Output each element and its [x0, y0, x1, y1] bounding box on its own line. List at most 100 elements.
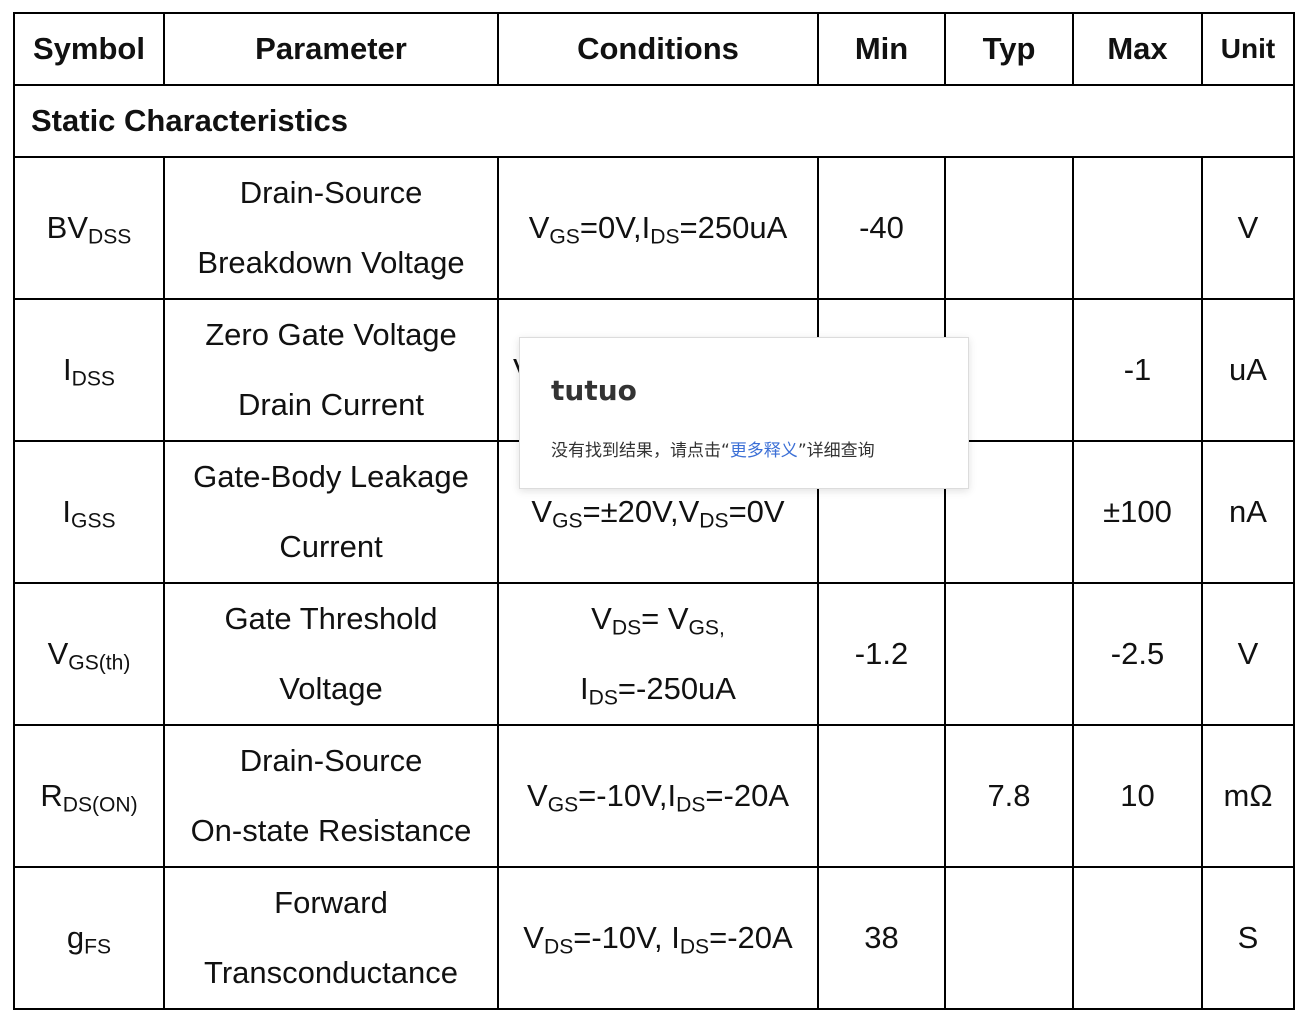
header-parameter: Parameter — [163, 12, 499, 86]
header-symbol: Symbol — [13, 12, 165, 86]
symbol-cell: gFS — [13, 866, 165, 1010]
table-row: VGS(th) Gate Threshold Voltage VDS= VGS, … — [13, 582, 1295, 726]
section-row: Static Characteristics — [13, 84, 1295, 158]
parameter-cell: Zero Gate Voltage Drain Current — [163, 298, 499, 442]
symbol-sub: DSS — [71, 367, 115, 391]
popup-word: tutuo — [551, 374, 637, 407]
cond-text: =-20A — [709, 920, 793, 955]
min-cell: -1.2 — [817, 582, 946, 726]
typ-cell — [944, 866, 1074, 1010]
max-cell: -2.5 — [1072, 582, 1203, 726]
symbol-sub: FS — [84, 935, 112, 959]
header-unit: Unit — [1201, 12, 1295, 86]
symbol-sub: DS(ON) — [62, 793, 138, 817]
max-cell — [1072, 156, 1203, 300]
cond-sub: GS — [549, 225, 580, 249]
typ-cell: 7.8 — [944, 724, 1074, 868]
symbol-cell: IDSS — [13, 298, 165, 442]
max-cell: -1 — [1072, 298, 1203, 442]
popup-message-text: ”详细查询 — [797, 441, 875, 461]
cond-text: =0V — [728, 494, 785, 529]
parameter-line: Gate-Body Leakage — [193, 459, 469, 494]
section-title: Static Characteristics — [13, 84, 1295, 158]
symbol-main: V — [47, 636, 69, 671]
unit-cell: S — [1201, 866, 1295, 1010]
conditions-cell: VGS=-10V,IDS=-20A — [497, 724, 819, 868]
table-row: RDS(ON) Drain-Source On-state Resistance … — [13, 724, 1295, 868]
cond-sub: GS, — [688, 616, 725, 640]
parameter-cell: Gate-Body Leakage Current — [163, 440, 499, 584]
parameter-line: Drain-Source — [239, 175, 423, 210]
typ-cell — [944, 582, 1074, 726]
popup-message: 没有找到结果，请点击“更多释义”详细查询 — [551, 436, 875, 461]
parameter-line: Breakdown Voltage — [197, 245, 465, 280]
spec-table: Symbol Parameter Conditions Min Typ Max … — [13, 12, 1295, 1010]
cond-sub: DS — [699, 509, 729, 533]
symbol-sub: GSS — [71, 509, 116, 533]
cond-line: IDS=-250uA — [499, 654, 817, 724]
header-row: Symbol Parameter Conditions Min Typ Max … — [13, 12, 1295, 86]
cond-sub: DS — [679, 935, 710, 959]
conditions-cell: VDS=-10V, IDS=-20A — [497, 866, 819, 1010]
typ-cell — [944, 156, 1074, 300]
min-cell — [817, 724, 946, 868]
parameter-line: Current — [279, 529, 383, 564]
symbol-cell: VGS(th) — [13, 582, 165, 726]
parameter-cell: Forward Transconductance — [163, 866, 499, 1010]
cond-sub: GS — [552, 509, 583, 533]
unit-cell: mΩ — [1201, 724, 1295, 868]
symbol-main: I — [62, 494, 72, 529]
parameter-line: Voltage — [279, 671, 383, 706]
conditions-cell: VDS= VGS, IDS=-250uA — [497, 582, 819, 726]
symbol-main: R — [40, 778, 63, 813]
cond-text: =-250uA — [617, 671, 736, 706]
cond-sub: DS — [543, 935, 574, 959]
parameter-line: Transconductance — [204, 955, 458, 990]
symbol-sub: DSS — [88, 225, 132, 249]
table-row: BVDSS Drain-Source Breakdown Voltage VGS=… — [13, 156, 1295, 300]
header-min: Min — [817, 12, 946, 86]
cond-sub: DS — [650, 225, 680, 249]
header-conditions: Conditions — [497, 12, 819, 86]
cond-text: =-10V,I — [578, 778, 677, 813]
parameter-cell: Gate Threshold Voltage — [163, 582, 499, 726]
parameter-line: Drain-Source — [239, 743, 423, 778]
symbol-cell: IGSS — [13, 440, 165, 584]
parameter-line: Zero Gate Voltage — [205, 317, 457, 352]
max-cell: ±100 — [1072, 440, 1203, 584]
min-cell: 38 — [817, 866, 946, 1010]
symbol-main: g — [66, 920, 85, 955]
cond-text: =250uA — [679, 210, 788, 245]
table-row: gFS Forward Transconductance VDS=-10V, ID… — [13, 866, 1295, 1010]
cond-text: =-20A — [705, 778, 789, 813]
cond-text: V — [523, 920, 544, 955]
cond-sub: DS — [611, 616, 642, 640]
symbol-cell: BVDSS — [13, 156, 165, 300]
cond-sub: DS — [676, 793, 706, 817]
unit-cell: nA — [1201, 440, 1295, 584]
symbol-main: I — [63, 352, 72, 387]
parameter-cell: Drain-Source Breakdown Voltage — [163, 156, 499, 300]
symbol-cell: RDS(ON) — [13, 724, 165, 868]
cond-text: I — [580, 671, 589, 706]
parameter-line: Forward — [274, 885, 388, 920]
parameter-line: Drain Current — [237, 387, 425, 422]
more-definitions-link[interactable]: 更多释义 — [729, 441, 798, 461]
cond-text: =±20V,V — [582, 494, 700, 529]
unit-cell: uA — [1201, 298, 1295, 442]
parameter-line: On-state Resistance — [190, 813, 472, 848]
popup-message-text: 没有找到结果，请点击“ — [551, 441, 730, 461]
dictionary-popup: tutuo 没有找到结果，请点击“更多释义”详细查询 — [519, 337, 969, 489]
cond-sub: GS — [547, 793, 579, 817]
header-max: Max — [1072, 12, 1203, 86]
unit-cell: V — [1201, 582, 1295, 726]
min-cell: -40 — [817, 156, 946, 300]
parameter-line: Gate Threshold — [224, 601, 438, 636]
parameter-cell: Drain-Source On-state Resistance — [163, 724, 499, 868]
cond-text: V — [591, 601, 612, 636]
cond-text: V — [527, 778, 548, 813]
cond-text: V — [528, 210, 550, 245]
cond-text: =-10V, I — [573, 920, 680, 955]
cond-text: =0V,I — [579, 210, 651, 245]
max-cell — [1072, 866, 1203, 1010]
